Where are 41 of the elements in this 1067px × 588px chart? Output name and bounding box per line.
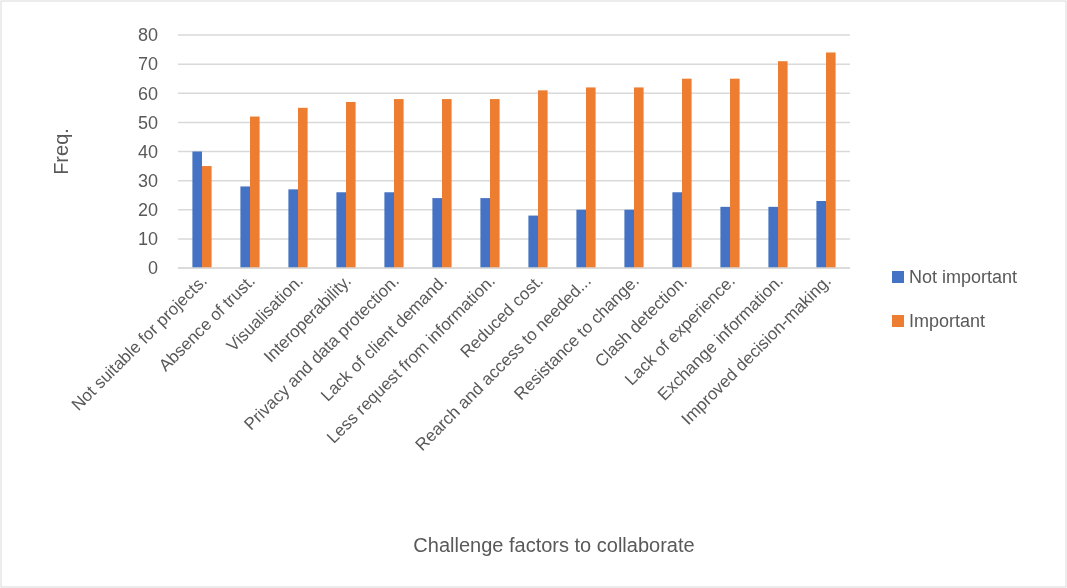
y-tick-label: 10 bbox=[137, 229, 158, 250]
y-tick-label: 20 bbox=[137, 200, 158, 221]
bar bbox=[336, 192, 346, 268]
bar bbox=[816, 201, 826, 268]
y-tick-label: 50 bbox=[137, 112, 158, 133]
bar bbox=[240, 186, 250, 268]
y-tick-label: 30 bbox=[137, 170, 158, 191]
bar bbox=[826, 52, 836, 268]
y-tick-label: 70 bbox=[137, 54, 158, 75]
bar bbox=[682, 78, 692, 268]
bar bbox=[576, 209, 586, 268]
bar bbox=[768, 206, 778, 268]
bar bbox=[778, 61, 788, 268]
bar bbox=[586, 87, 596, 268]
y-axis-title: Freq. bbox=[50, 128, 72, 175]
bar bbox=[730, 78, 740, 268]
bar bbox=[394, 99, 404, 268]
y-tick-label: 40 bbox=[137, 141, 158, 162]
bar bbox=[384, 192, 394, 268]
bar bbox=[490, 99, 500, 268]
bar bbox=[528, 215, 538, 268]
y-tick-label: 80 bbox=[137, 25, 158, 46]
bar bbox=[202, 166, 212, 268]
legend-label: Important bbox=[909, 311, 986, 332]
x-axis-title: Challenge factors to collaborate bbox=[413, 534, 695, 556]
y-tick-label: 60 bbox=[137, 83, 158, 104]
bar bbox=[298, 107, 308, 268]
legend-label: Not important bbox=[909, 267, 1018, 288]
bar bbox=[442, 99, 452, 268]
bar bbox=[480, 198, 490, 268]
bar bbox=[346, 101, 356, 268]
y-tick-label: 0 bbox=[147, 258, 158, 279]
bar bbox=[192, 151, 202, 268]
bar bbox=[634, 87, 644, 268]
bar bbox=[432, 198, 442, 268]
bar bbox=[288, 189, 298, 268]
bar bbox=[672, 192, 682, 268]
bar bbox=[538, 90, 548, 268]
bar bbox=[624, 209, 634, 268]
bar bbox=[250, 116, 260, 268]
bar bbox=[720, 206, 730, 268]
